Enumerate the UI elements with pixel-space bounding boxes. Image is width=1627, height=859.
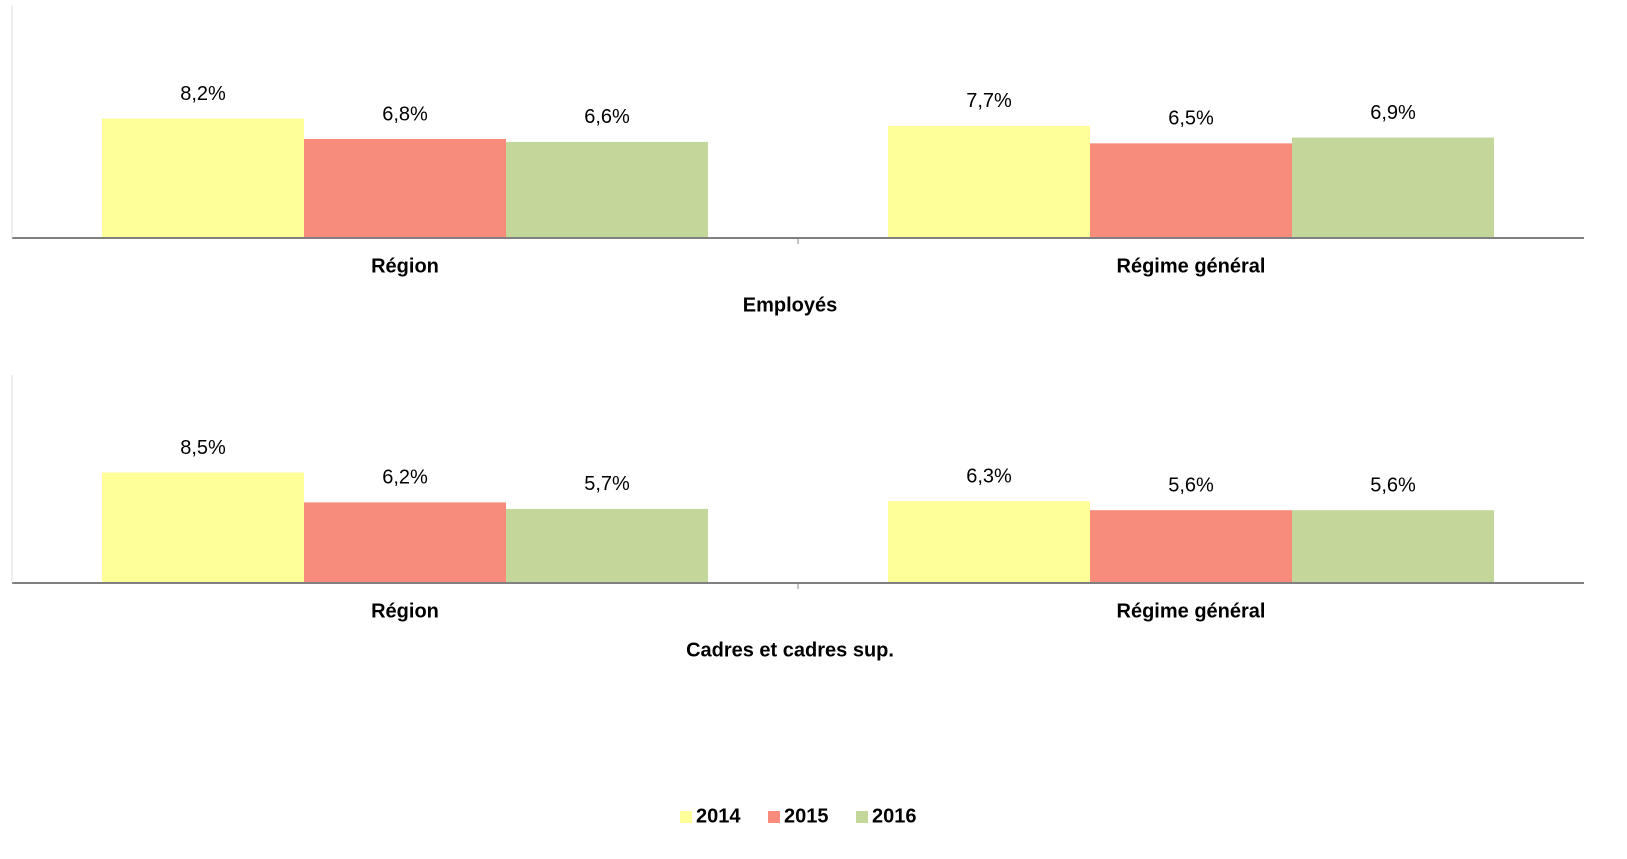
data-label: 7,7% [966, 90, 1012, 112]
x-tick-label: Région [371, 255, 439, 277]
data-label: 5,6% [1370, 474, 1416, 496]
legend-swatch [680, 811, 692, 823]
bar [1090, 510, 1292, 583]
bar [506, 141, 708, 238]
bar [1292, 510, 1494, 583]
legend-swatch [856, 811, 868, 823]
bar [304, 502, 506, 583]
data-label: 6,9% [1370, 102, 1416, 124]
data-label: 8,2% [180, 83, 226, 105]
data-label: 6,8% [382, 103, 428, 125]
data-label: 5,7% [584, 473, 630, 495]
x-tick-label: Région [371, 600, 439, 622]
legend-swatch [768, 811, 780, 823]
bar [304, 138, 506, 238]
data-label: 5,6% [1168, 474, 1214, 496]
bar [102, 118, 304, 238]
x-axis-title: Cadres et cadres sup. [686, 639, 894, 661]
bar [1090, 143, 1292, 238]
bar [888, 501, 1090, 583]
bar [888, 125, 1090, 238]
legend-label: 2015 [784, 805, 829, 827]
x-tick-label: Régime général [1117, 255, 1266, 277]
legend-label: 2014 [696, 805, 741, 827]
data-label: 6,3% [966, 465, 1012, 487]
data-label: 6,6% [584, 106, 630, 128]
x-axis-title: Employés [743, 294, 837, 316]
bar [102, 472, 304, 583]
bar [506, 508, 708, 583]
data-label: 6,5% [1168, 108, 1214, 130]
data-label: 8,5% [180, 437, 226, 459]
data-label: 6,2% [382, 467, 428, 489]
x-tick-label: Régime général [1117, 600, 1266, 622]
legend-label: 2016 [872, 805, 917, 827]
bar [1292, 137, 1494, 238]
